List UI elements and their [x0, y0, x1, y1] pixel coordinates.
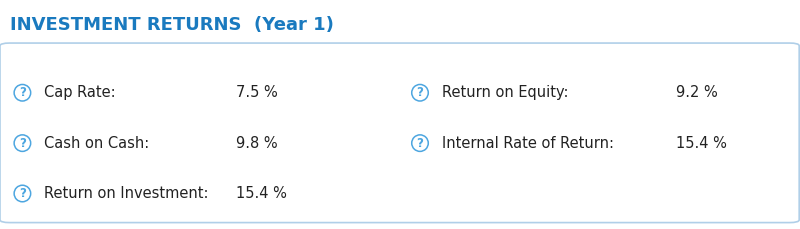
Text: 7.5 %: 7.5 % — [236, 85, 278, 100]
Text: 15.4 %: 15.4 % — [676, 136, 727, 151]
Text: ?: ? — [19, 86, 26, 99]
Text: Return on Investment:: Return on Investment: — [44, 186, 209, 201]
Text: ?: ? — [417, 137, 423, 150]
Text: Cash on Cash:: Cash on Cash: — [44, 136, 150, 151]
Text: 15.4 %: 15.4 % — [236, 186, 287, 201]
Text: Cap Rate:: Cap Rate: — [44, 85, 116, 100]
Text: Internal Rate of Return:: Internal Rate of Return: — [442, 136, 614, 151]
Text: 9.8 %: 9.8 % — [236, 136, 278, 151]
FancyBboxPatch shape — [0, 43, 799, 223]
Text: ?: ? — [19, 187, 26, 200]
Text: Return on Equity:: Return on Equity: — [442, 85, 568, 100]
Text: 9.2 %: 9.2 % — [676, 85, 718, 100]
Text: INVESTMENT RETURNS  (Year 1): INVESTMENT RETURNS (Year 1) — [10, 16, 334, 34]
Text: ?: ? — [19, 137, 26, 150]
Text: ?: ? — [417, 86, 423, 99]
